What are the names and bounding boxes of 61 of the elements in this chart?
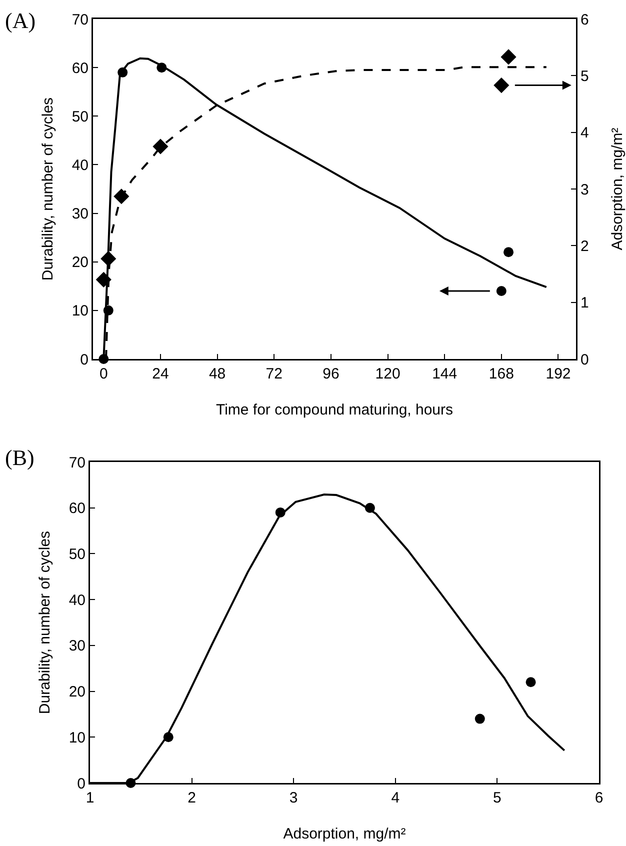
x-tick-label: 4: [391, 790, 400, 806]
x-tick-label: 72: [266, 366, 282, 382]
y-tick-label: 60: [68, 500, 86, 518]
y-tick-label: 10: [68, 729, 86, 746]
x-tick-label: 24: [152, 366, 169, 382]
y2-tick-label: 5: [580, 68, 589, 85]
y-tick-label: 40: [72, 156, 88, 174]
point: [163, 732, 174, 742]
x-tick-label: 3: [289, 790, 298, 806]
y2-tick-label: 6: [580, 11, 589, 28]
point: [114, 188, 130, 204]
x-axis-title: Adsorption, mg/m²: [283, 826, 406, 842]
point: [504, 247, 514, 258]
x-tick-label: 120: [375, 366, 400, 382]
point: [100, 250, 116, 266]
x-axis-title: Time for compound maturing, hours: [216, 402, 454, 418]
y-tick-label: 30: [72, 206, 88, 223]
point: [496, 286, 506, 296]
x-tick-label: 6: [594, 790, 604, 806]
y-tick-label: 50: [68, 546, 86, 563]
point: [103, 305, 114, 316]
x-tick-label: 48: [208, 366, 226, 382]
chart-title: (B): [5, 445, 34, 470]
y2-axis-title: Adsorption, mg/m²: [609, 128, 626, 250]
x-tick-label: 1: [86, 790, 94, 806]
point: [474, 714, 485, 724]
point: [494, 78, 510, 94]
y-tick-label: 30: [68, 638, 86, 655]
y2-tick-label: 4: [580, 124, 589, 142]
point: [500, 49, 516, 65]
y-tick-label: 0: [77, 775, 86, 792]
y-tick-label: 70: [68, 454, 86, 472]
x-tick-label: 5: [493, 790, 502, 806]
y2-tick-label: 1: [580, 294, 589, 312]
point: [118, 67, 128, 78]
y-tick-label: 10: [72, 302, 88, 320]
x-tick-label: 192: [546, 366, 571, 382]
y-tick-label: 50: [72, 108, 88, 126]
point: [275, 507, 286, 518]
point: [364, 502, 375, 513]
point: [152, 138, 168, 154]
y-tick-label: 70: [72, 11, 88, 28]
point: [156, 62, 167, 73]
y-tick-label: 0: [80, 351, 88, 368]
y-tick-label: 60: [72, 60, 88, 77]
y2-tick-label: 3: [580, 181, 589, 198]
point: [96, 272, 112, 288]
y-tick-label: 20: [68, 684, 86, 701]
y-tick-label: 40: [68, 592, 86, 609]
x-tick-label: 96: [322, 366, 340, 382]
x-tick-label: 168: [488, 366, 514, 382]
point: [526, 677, 536, 688]
x-tick-label: 144: [432, 366, 458, 382]
x-tick-label: 0: [99, 366, 108, 382]
y-axis-title: Durability, number of cycles: [36, 530, 54, 714]
y2-tick-label: 0: [580, 351, 589, 368]
x-tick-label: 2: [188, 790, 196, 806]
chart-title: (A): [5, 8, 36, 33]
y-axis-title: Durability, number of cycles: [40, 97, 56, 281]
y2-tick-label: 2: [580, 238, 589, 255]
y-tick-label: 20: [72, 254, 88, 272]
